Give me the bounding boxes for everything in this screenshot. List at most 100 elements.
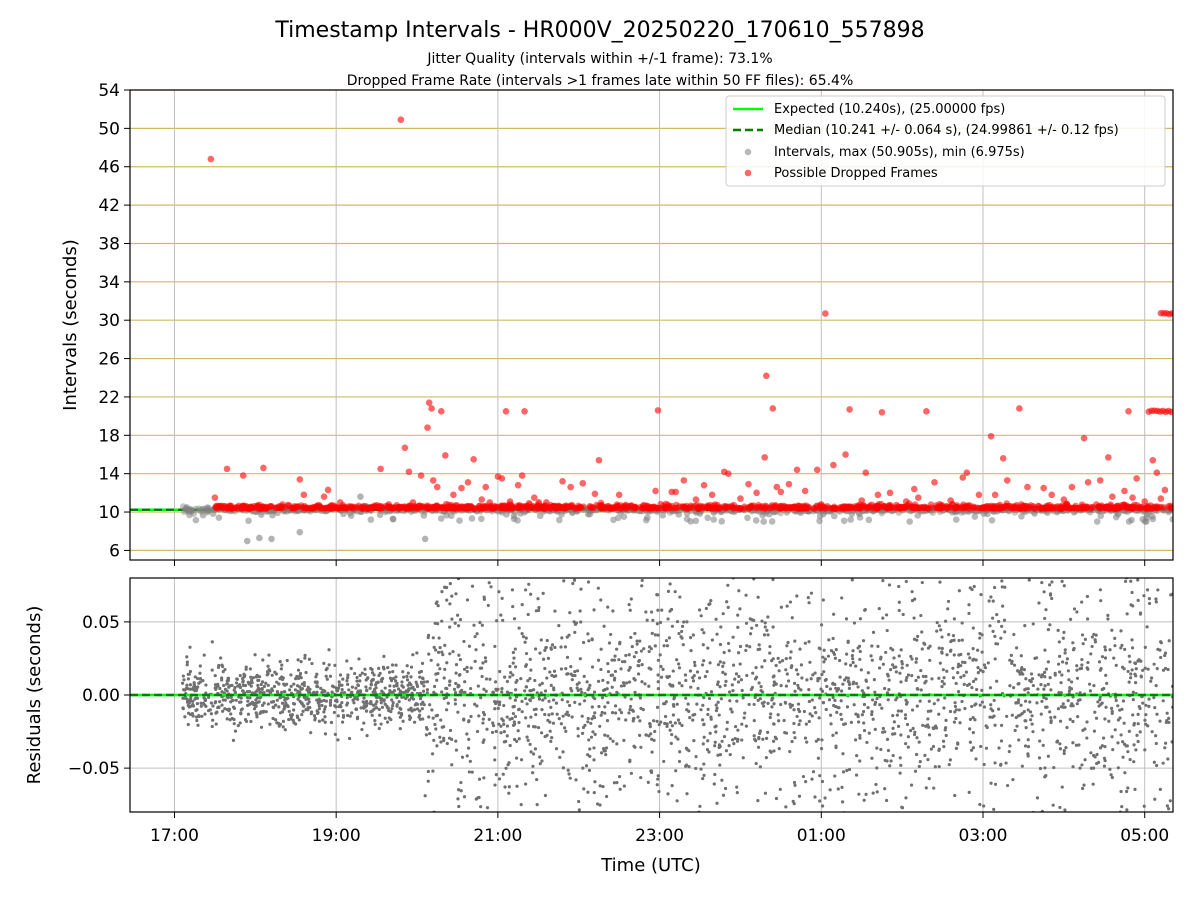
residual-point	[544, 646, 548, 650]
residual-point	[1068, 717, 1072, 721]
residual-point	[883, 816, 886, 819]
residual-point	[772, 749, 776, 753]
residual-point	[1126, 786, 1130, 790]
residual-point	[480, 674, 484, 679]
residual-point	[185, 660, 189, 664]
interval-point	[367, 516, 375, 523]
residual-point	[667, 636, 671, 640]
residual-point	[498, 700, 502, 704]
residual-point	[307, 690, 311, 695]
residual-point	[862, 798, 866, 802]
interval-point	[296, 528, 304, 536]
interval-point	[420, 512, 428, 519]
residual-point	[365, 688, 369, 693]
residual-point	[516, 816, 519, 819]
interval-point	[536, 512, 544, 520]
residual-point	[482, 776, 486, 780]
residual-point	[604, 753, 608, 757]
residual-point	[547, 699, 551, 703]
residual-point	[386, 665, 390, 670]
residual-point	[855, 753, 859, 758]
residual-point	[1031, 730, 1035, 734]
dropped-frame-point	[207, 155, 215, 163]
residual-point	[289, 673, 293, 677]
residual-point	[900, 660, 904, 664]
residual-point	[467, 644, 472, 648]
residual-point	[1026, 708, 1030, 712]
residual-point	[963, 660, 967, 665]
residual-point	[481, 643, 485, 647]
residual-point	[904, 702, 909, 706]
residual-point	[290, 713, 295, 717]
residual-point	[388, 676, 393, 680]
dropped-frame-point	[1121, 487, 1128, 495]
residual-point	[718, 763, 722, 767]
residual-point	[549, 647, 553, 651]
dropped-frame-point	[785, 480, 793, 488]
residual-point	[420, 661, 425, 666]
residual-point	[1150, 730, 1154, 734]
residual-point	[857, 644, 862, 648]
dropped-frame-point	[567, 483, 574, 491]
residual-point	[338, 673, 343, 677]
residual-point	[928, 658, 932, 663]
residual-point	[195, 676, 200, 681]
residual-point	[671, 669, 675, 673]
residual-point	[515, 739, 519, 743]
dropped-frame-point	[947, 497, 954, 504]
residual-point	[980, 700, 984, 704]
residual-point	[260, 687, 264, 692]
residual-point	[437, 636, 441, 640]
residual-point	[1012, 685, 1016, 690]
residual-point	[377, 695, 382, 700]
residual-point	[222, 683, 226, 688]
residual-point	[640, 584, 644, 588]
residual-point	[671, 713, 676, 717]
residual-point	[603, 733, 607, 737]
residual-point	[935, 629, 939, 633]
residual-point	[926, 815, 929, 818]
dropped-frame-point	[518, 472, 526, 479]
residual-point	[725, 720, 729, 724]
dropped-frame-point	[959, 474, 967, 481]
residual-point	[415, 651, 419, 655]
dropped-frame-point	[1060, 496, 1068, 503]
residual-point	[854, 681, 859, 686]
residual-point	[740, 722, 744, 726]
dropped-frame-point	[393, 501, 400, 509]
residual-point	[305, 688, 309, 692]
residual-point	[1134, 667, 1138, 671]
residual-point	[304, 670, 308, 675]
residual-point	[220, 703, 224, 707]
residual-point	[1021, 672, 1025, 676]
residual-point	[1107, 719, 1111, 723]
residual-point	[197, 681, 201, 685]
residual-point	[262, 701, 266, 705]
dropped-frame-point	[801, 487, 809, 495]
residual-point	[576, 726, 580, 731]
residual-point	[858, 657, 862, 662]
residual-point	[280, 690, 284, 694]
residual-point	[317, 703, 321, 708]
residual-point	[225, 717, 229, 721]
residual-point	[695, 670, 700, 674]
interval-point	[816, 517, 823, 525]
residual-point	[974, 677, 978, 681]
residual-point	[1116, 741, 1120, 745]
residual-point	[885, 737, 890, 741]
residual-point	[459, 789, 463, 793]
residual-point	[324, 699, 328, 703]
residual-point	[776, 656, 780, 661]
residual-point	[493, 680, 498, 684]
residual-point	[808, 712, 812, 716]
residual-point	[730, 710, 734, 714]
residual-point	[897, 584, 901, 589]
residual-point	[458, 618, 463, 622]
residual-point	[465, 598, 470, 602]
residual-point	[639, 649, 644, 653]
residual-point	[281, 725, 285, 729]
residual-point	[261, 710, 265, 714]
residual-point	[493, 746, 497, 750]
residual-point	[957, 662, 961, 666]
residual-point	[795, 714, 799, 719]
